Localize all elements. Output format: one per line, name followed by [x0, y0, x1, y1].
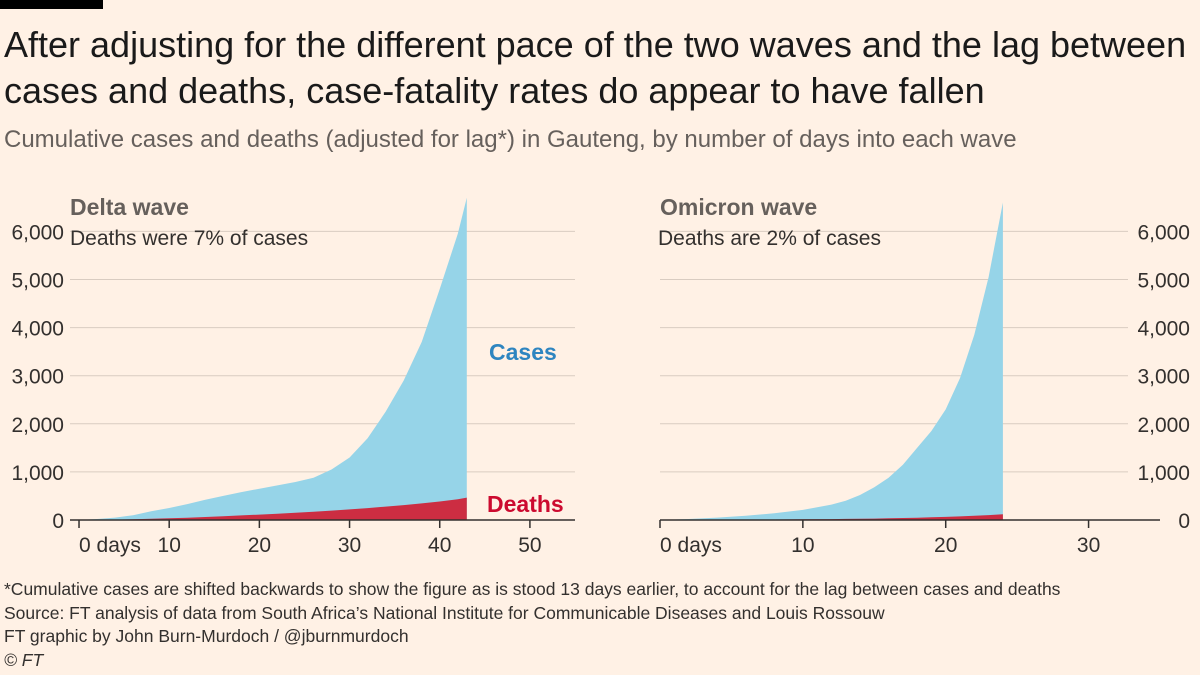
- panel-annotation: Deaths were 7% of cases: [70, 227, 308, 250]
- panel-annotation: Deaths are 2% of cases: [658, 227, 881, 250]
- ft-brand-bar: [0, 0, 103, 9]
- y-tick-label: 6,000: [11, 221, 64, 244]
- deaths-area: [660, 514, 1003, 520]
- source-line: Source: FT analysis of data from South A…: [4, 602, 885, 623]
- omicron-wave-panel: 0 1,000 2,000 3,000 4,000 5,000 6,000 0 days 10 2…: [658, 194, 1190, 557]
- x-tick-label: 0 days: [660, 534, 722, 557]
- credit-line: FT graphic by John Burn-Murdoch / @jburn…: [4, 626, 409, 646]
- x-tick-label: 20: [248, 534, 271, 557]
- chart-subtitle: Cumulative cases and deaths (adjusted fo…: [4, 126, 1017, 153]
- x-tick-label: 0 days: [79, 534, 141, 557]
- y-tick-label: 5,000: [11, 270, 64, 293]
- x-tick-label: 10: [791, 534, 814, 557]
- y-tick-label: 3,000: [11, 366, 64, 389]
- x-tick-label: 50: [518, 534, 541, 557]
- y-tick-label: 2,000: [11, 414, 64, 437]
- y-tick-label: 4,000: [1137, 318, 1190, 341]
- panel-title: Omicron wave: [660, 194, 817, 220]
- cases-area: [660, 202, 1003, 520]
- panel-title: Delta wave: [70, 194, 189, 220]
- y-tick-label: 3,000: [1137, 366, 1190, 389]
- cases-area: [79, 197, 467, 520]
- y-tick-label: 4,000: [11, 318, 64, 341]
- y-tick-label: 1,000: [11, 462, 64, 485]
- deaths-area: [79, 497, 467, 520]
- y-tick-label: 1,000: [1137, 462, 1190, 485]
- delta-wave-panel: 0 1,000 2,000 3,000 4,000 5,000 6,000 0 days 10 2…: [11, 194, 575, 557]
- x-tick-label: 40: [428, 534, 451, 557]
- chart-footer: *Cumulative cases are shifted backwards …: [4, 578, 1194, 672]
- deaths-label: Deaths: [487, 491, 564, 517]
- y-tick-label: 2,000: [1137, 414, 1190, 437]
- copyright: © FT: [4, 649, 44, 670]
- x-tick-label: 20: [934, 534, 957, 557]
- x-tick-label: 30: [1077, 534, 1100, 557]
- x-tick-label: 10: [158, 534, 181, 557]
- footnote: *Cumulative cases are shifted backwards …: [4, 579, 1061, 599]
- y-tick-label: 0: [52, 510, 64, 533]
- x-tick-label: 30: [338, 534, 361, 557]
- y-tick-label: 6,000: [1137, 221, 1190, 244]
- chart-title: After adjusting for the different pace o…: [4, 24, 1187, 111]
- cases-label: Cases: [489, 339, 557, 365]
- y-tick-label: 0: [1178, 510, 1190, 533]
- y-tick-label: 5,000: [1137, 270, 1190, 293]
